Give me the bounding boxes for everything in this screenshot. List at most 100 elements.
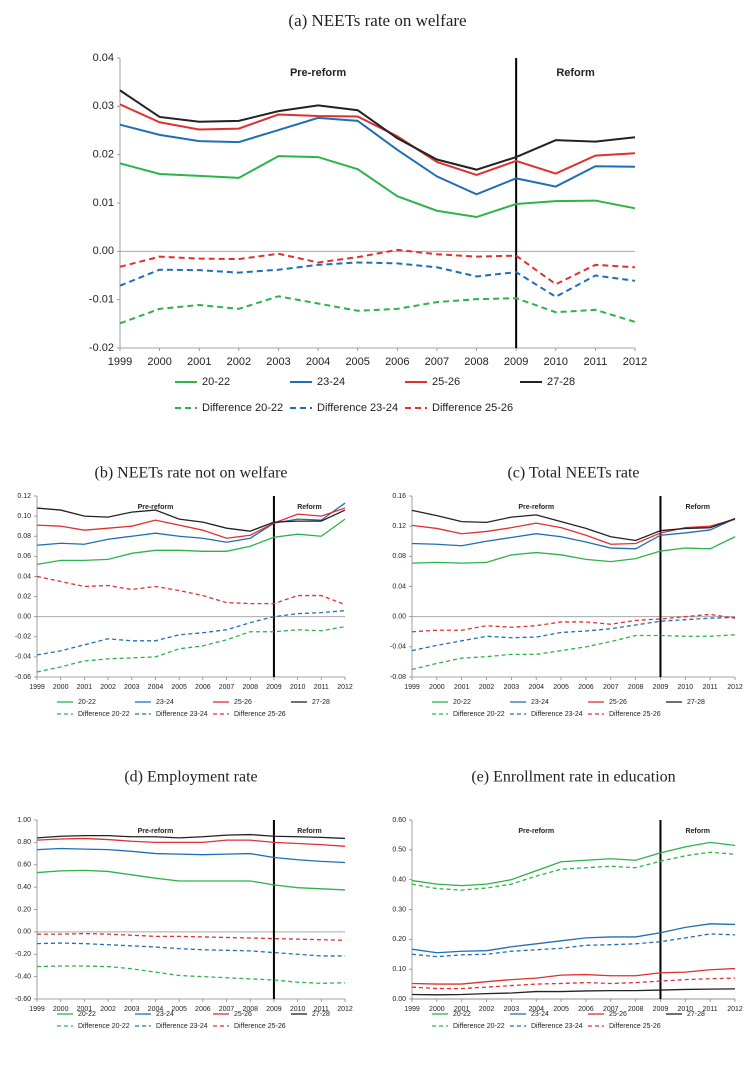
x-tick-label: 2004 — [148, 684, 164, 691]
series-line — [119, 295, 636, 325]
y-tick-label: 0.00 — [17, 614, 31, 621]
x-tick-label: 2006 — [195, 684, 211, 691]
x-tick-label: 2008 — [628, 1006, 644, 1013]
y-tick-label: 0.02 — [93, 149, 114, 161]
legend-label: 27-28 — [687, 699, 705, 706]
series-line — [36, 626, 346, 673]
chart-title: (d) Employment rate — [124, 769, 257, 786]
x-tick-label: 2002 — [479, 1006, 495, 1013]
legend-label: 23-24 — [156, 699, 174, 706]
series-line — [37, 932, 346, 941]
legend-label: 20-22 — [78, 699, 96, 706]
x-tick-label: 2009 — [266, 1006, 282, 1013]
series-line — [36, 942, 345, 957]
legend-label: Difference 23-24 — [156, 711, 208, 718]
series-line — [36, 847, 346, 864]
x-tick-label: 2007 — [219, 684, 235, 691]
legend-label: Difference 23-24 — [531, 1023, 583, 1030]
x-tick-label: 2002 — [100, 684, 116, 691]
x-tick-label: 2001 — [77, 684, 93, 691]
y-tick-label: 0.00 — [392, 614, 406, 621]
x-tick-label: 2003 — [266, 356, 290, 368]
x-tick-label: 2011 — [314, 684, 329, 691]
y-tick-label: -0.02 — [89, 342, 114, 354]
legend-label: 27-28 — [312, 699, 330, 706]
chart-title: (c) Total NEETs rate — [507, 465, 639, 482]
legend-label: 25-26 — [609, 699, 627, 706]
x-tick-label: 2005 — [171, 684, 187, 691]
x-tick-label: 2008 — [464, 356, 488, 368]
y-tick-label: 0.12 — [392, 523, 406, 530]
series-line — [119, 116, 636, 196]
annotation: Reform — [297, 828, 322, 835]
x-tick-label: 2001 — [187, 356, 211, 368]
y-tick-label: -0.01 — [89, 294, 114, 306]
legend-label: 20-22 — [202, 376, 230, 388]
y-tick-label: 0.08 — [17, 533, 31, 540]
x-tick-label: 2006 — [385, 356, 409, 368]
x-tick-label: 2007 — [603, 684, 619, 691]
x-tick-label: 2000 — [147, 356, 171, 368]
series-line — [119, 89, 636, 171]
x-tick-label: 2003 — [504, 1006, 520, 1013]
x-tick-label: 2009 — [266, 684, 282, 691]
legend-label: 25-26 — [432, 376, 460, 388]
x-tick-label: 2011 — [584, 356, 608, 368]
legend-label: 23-24 — [317, 376, 345, 388]
y-tick-label: 0.00 — [392, 996, 406, 1003]
y-tick-label: 0.60 — [392, 817, 406, 824]
y-tick-label: 0.06 — [17, 553, 31, 560]
x-tick-label: 2010 — [290, 1006, 306, 1013]
x-tick-label: 2012 — [727, 1006, 743, 1013]
legend-label: Difference 20-22 — [453, 1023, 505, 1030]
legend-label: Difference 20-22 — [78, 1023, 130, 1030]
x-tick-label: 2009 — [653, 1006, 669, 1013]
y-tick-label: 0.20 — [392, 936, 406, 943]
legend-label: Difference 23-24 — [317, 402, 398, 414]
series-line — [119, 155, 636, 219]
legend-label: 23-24 — [531, 1011, 549, 1018]
y-tick-label: 0.00 — [17, 929, 31, 936]
chart-title: (a) NEETs rate on welfare — [288, 11, 466, 30]
series-line — [411, 518, 736, 550]
series-line — [119, 248, 636, 286]
x-tick-label: 2012 — [727, 684, 743, 691]
x-tick-label: 1999 — [29, 1006, 45, 1013]
legend-label: 23-24 — [156, 1011, 174, 1018]
x-tick-label: 2000 — [53, 1006, 69, 1013]
annotation: Reform — [297, 504, 322, 511]
y-tick-label: 0.40 — [392, 877, 406, 884]
legend-label: 23-24 — [531, 699, 549, 706]
x-tick-label: 2006 — [195, 1006, 211, 1013]
series-line — [411, 933, 736, 958]
x-tick-label: 2012 — [623, 356, 647, 368]
series-line — [411, 536, 736, 564]
x-tick-label: 2002 — [479, 684, 495, 691]
x-tick-label: 2003 — [124, 684, 140, 691]
annotation: Reform — [685, 504, 710, 511]
x-tick-label: 2007 — [425, 356, 449, 368]
x-tick-label: 2000 — [53, 684, 69, 691]
x-tick-label: 2004 — [528, 684, 544, 691]
annotation: Pre-reform — [138, 828, 174, 835]
legend-label: Difference 25-26 — [609, 711, 661, 718]
x-tick-label: 2001 — [454, 684, 470, 691]
series-line — [36, 507, 346, 532]
y-tick-label: 0.60 — [17, 862, 31, 869]
annotation: Pre-reform — [138, 504, 174, 511]
legend-label: 27-28 — [687, 1011, 705, 1018]
x-tick-label: 2009 — [653, 684, 669, 691]
legend-label: Difference 20-22 — [202, 402, 283, 414]
series-line — [119, 103, 636, 177]
legend-label: Difference 23-24 — [531, 711, 583, 718]
legend-label: Difference 25-26 — [234, 1023, 286, 1030]
series-line — [411, 988, 736, 996]
y-tick-label: -0.02 — [15, 634, 31, 641]
x-tick-label: 2005 — [553, 1006, 569, 1013]
y-tick-label: -0.08 — [390, 674, 406, 681]
legend-label: Difference 25-26 — [432, 402, 513, 414]
y-tick-label: -0.20 — [15, 951, 31, 958]
x-tick-label: 2000 — [429, 1006, 445, 1013]
x-tick-label: 2007 — [219, 1006, 235, 1013]
series-line — [411, 977, 736, 990]
